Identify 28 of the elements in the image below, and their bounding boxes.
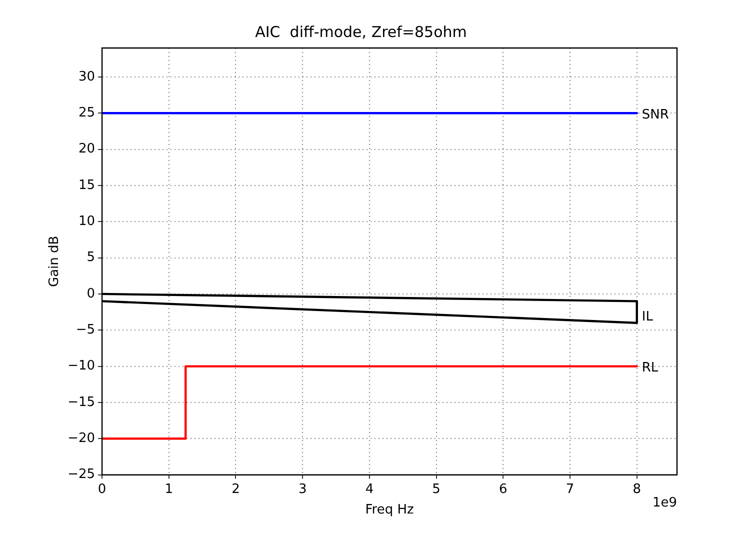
y-tick-label: −5 [76, 322, 96, 338]
x-tick-label: 0 [98, 482, 106, 497]
y-tick-label: −25 [68, 467, 96, 482]
text: 1e9 [652, 496, 677, 511]
y-tick-label: −15 [68, 394, 96, 410]
x-tick-label: 1 [164, 482, 174, 497]
x-tick-label: 8 [632, 482, 642, 497]
y-tick-label: 20 [78, 142, 96, 157]
y-tick-label: 10 [78, 214, 96, 229]
chart-title: AIC diff-mode, Zref=85ohm [255, 22, 467, 41]
series-label: SNR [642, 107, 669, 122]
y-tick-label: 15 [78, 178, 96, 193]
x-axis-title: Freq Hz [365, 502, 414, 518]
series-label: IL [642, 309, 654, 324]
x-tick-label: 4 [365, 482, 374, 497]
series-label: RL [642, 360, 659, 376]
y-axis-title: Gain dB [47, 236, 62, 287]
y-tick-label: 25 [78, 105, 96, 120]
y-tick-label: −10 [68, 358, 96, 374]
x-tick-label: 7 [566, 482, 574, 497]
x-tick-label: 3 [298, 482, 307, 497]
y-tick-label: 0 [86, 286, 96, 302]
x-tick-label: 6 [499, 482, 508, 497]
y-tick-label: 5 [86, 250, 96, 266]
x-tick-label: 5 [432, 482, 440, 497]
y-tick-label: −20 [68, 431, 96, 446]
x-tick-label: 2 [232, 482, 240, 497]
y-tick-label: 30 [78, 69, 96, 84]
